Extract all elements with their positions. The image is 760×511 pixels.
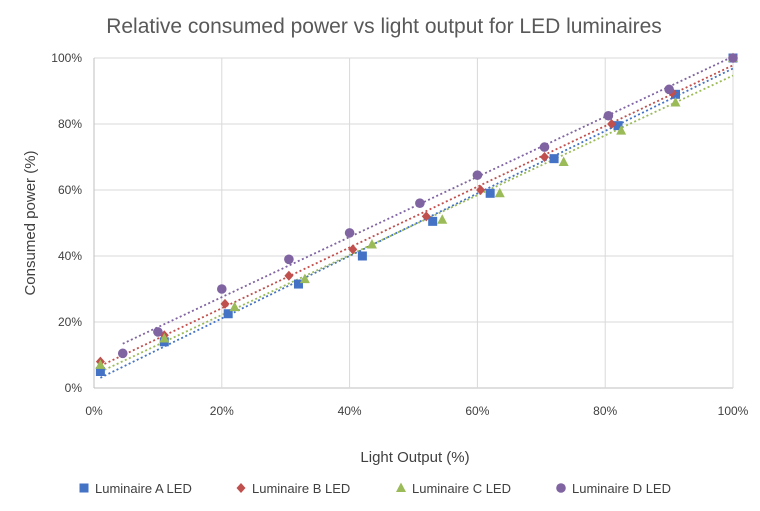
data-point — [284, 254, 294, 265]
legend-marker — [79, 483, 89, 493]
y-axis-title: Consumed power (%) — [22, 150, 39, 295]
y-tick-label: 60% — [58, 183, 82, 197]
x-axis-ticks: 0% 20% 40% 60% 80% 100% — [85, 404, 748, 418]
data-point — [217, 284, 227, 294]
data-point — [616, 125, 627, 135]
trendline — [122, 55, 734, 345]
x-tick-label: 60% — [465, 404, 489, 418]
data-point — [284, 270, 294, 281]
legend-marker — [236, 483, 246, 493]
data-point — [437, 214, 448, 224]
data-point — [223, 309, 233, 319]
legend-item: Luminaire B LED — [236, 481, 350, 496]
legend-marker — [396, 482, 406, 492]
x-tick-label: 20% — [210, 404, 234, 418]
legend-item: Luminaire A LED — [79, 481, 192, 496]
x-tick-label: 80% — [593, 404, 617, 418]
data-point — [613, 121, 623, 131]
trendline — [100, 74, 734, 373]
y-tick-label: 40% — [58, 249, 82, 263]
y-tick-label: 20% — [58, 315, 82, 329]
data-point — [539, 142, 550, 152]
data-point — [549, 154, 559, 164]
data-point — [494, 187, 505, 198]
y-tick-label: 100% — [51, 51, 82, 65]
data-point — [428, 216, 438, 226]
data-point — [293, 279, 303, 289]
legend-label: Luminaire D LED — [572, 481, 671, 496]
data-point — [670, 97, 681, 107]
data-point — [159, 333, 170, 343]
legend-label: Luminaire C LED — [412, 481, 511, 496]
data-point — [476, 185, 486, 195]
x-tick-label: 40% — [338, 404, 362, 418]
y-tick-label: 80% — [58, 117, 82, 131]
x-tick-label: 0% — [85, 404, 103, 418]
x-axis-title: Light Output (%) — [360, 449, 469, 466]
data-point — [421, 211, 431, 222]
legend: Luminaire A LED Luminaire B LED Luminaire … — [79, 481, 671, 496]
data-point — [670, 89, 680, 99]
trendline — [99, 67, 734, 379]
data-point — [603, 110, 614, 121]
chart-title: Relative consumed power vs light output … — [106, 15, 662, 38]
data-point — [415, 198, 425, 208]
trendline — [100, 64, 734, 367]
legend-label: Luminaire B LED — [252, 481, 350, 496]
gridlines — [93, 57, 734, 389]
data-point — [366, 238, 377, 249]
legend-label: Luminaire A LED — [95, 481, 192, 496]
data-point — [153, 327, 163, 337]
data-point — [95, 367, 105, 376]
data-point — [485, 188, 495, 198]
data-point — [117, 348, 128, 359]
legend-item: Luminaire C LED — [396, 481, 511, 496]
data-point — [299, 273, 310, 284]
trendlines — [99, 55, 734, 379]
data-point — [344, 228, 355, 238]
x-tick-label: 100% — [718, 404, 749, 418]
data-point — [558, 156, 569, 166]
data-point — [539, 152, 549, 162]
data-point — [664, 84, 674, 95]
data-points — [95, 52, 738, 376]
y-axis-ticks: 0% 20% 40% 60% 80% 100% — [51, 51, 82, 395]
data-point — [472, 170, 483, 180]
data-point — [348, 244, 358, 255]
y-tick-label: 0% — [65, 381, 83, 395]
data-point — [728, 53, 738, 63]
legend-marker — [556, 483, 566, 493]
data-point — [229, 301, 240, 312]
data-point — [220, 298, 230, 309]
legend-item: Luminaire D LED — [556, 481, 671, 496]
data-point — [607, 119, 617, 129]
data-point — [95, 359, 106, 369]
data-point — [357, 251, 367, 261]
